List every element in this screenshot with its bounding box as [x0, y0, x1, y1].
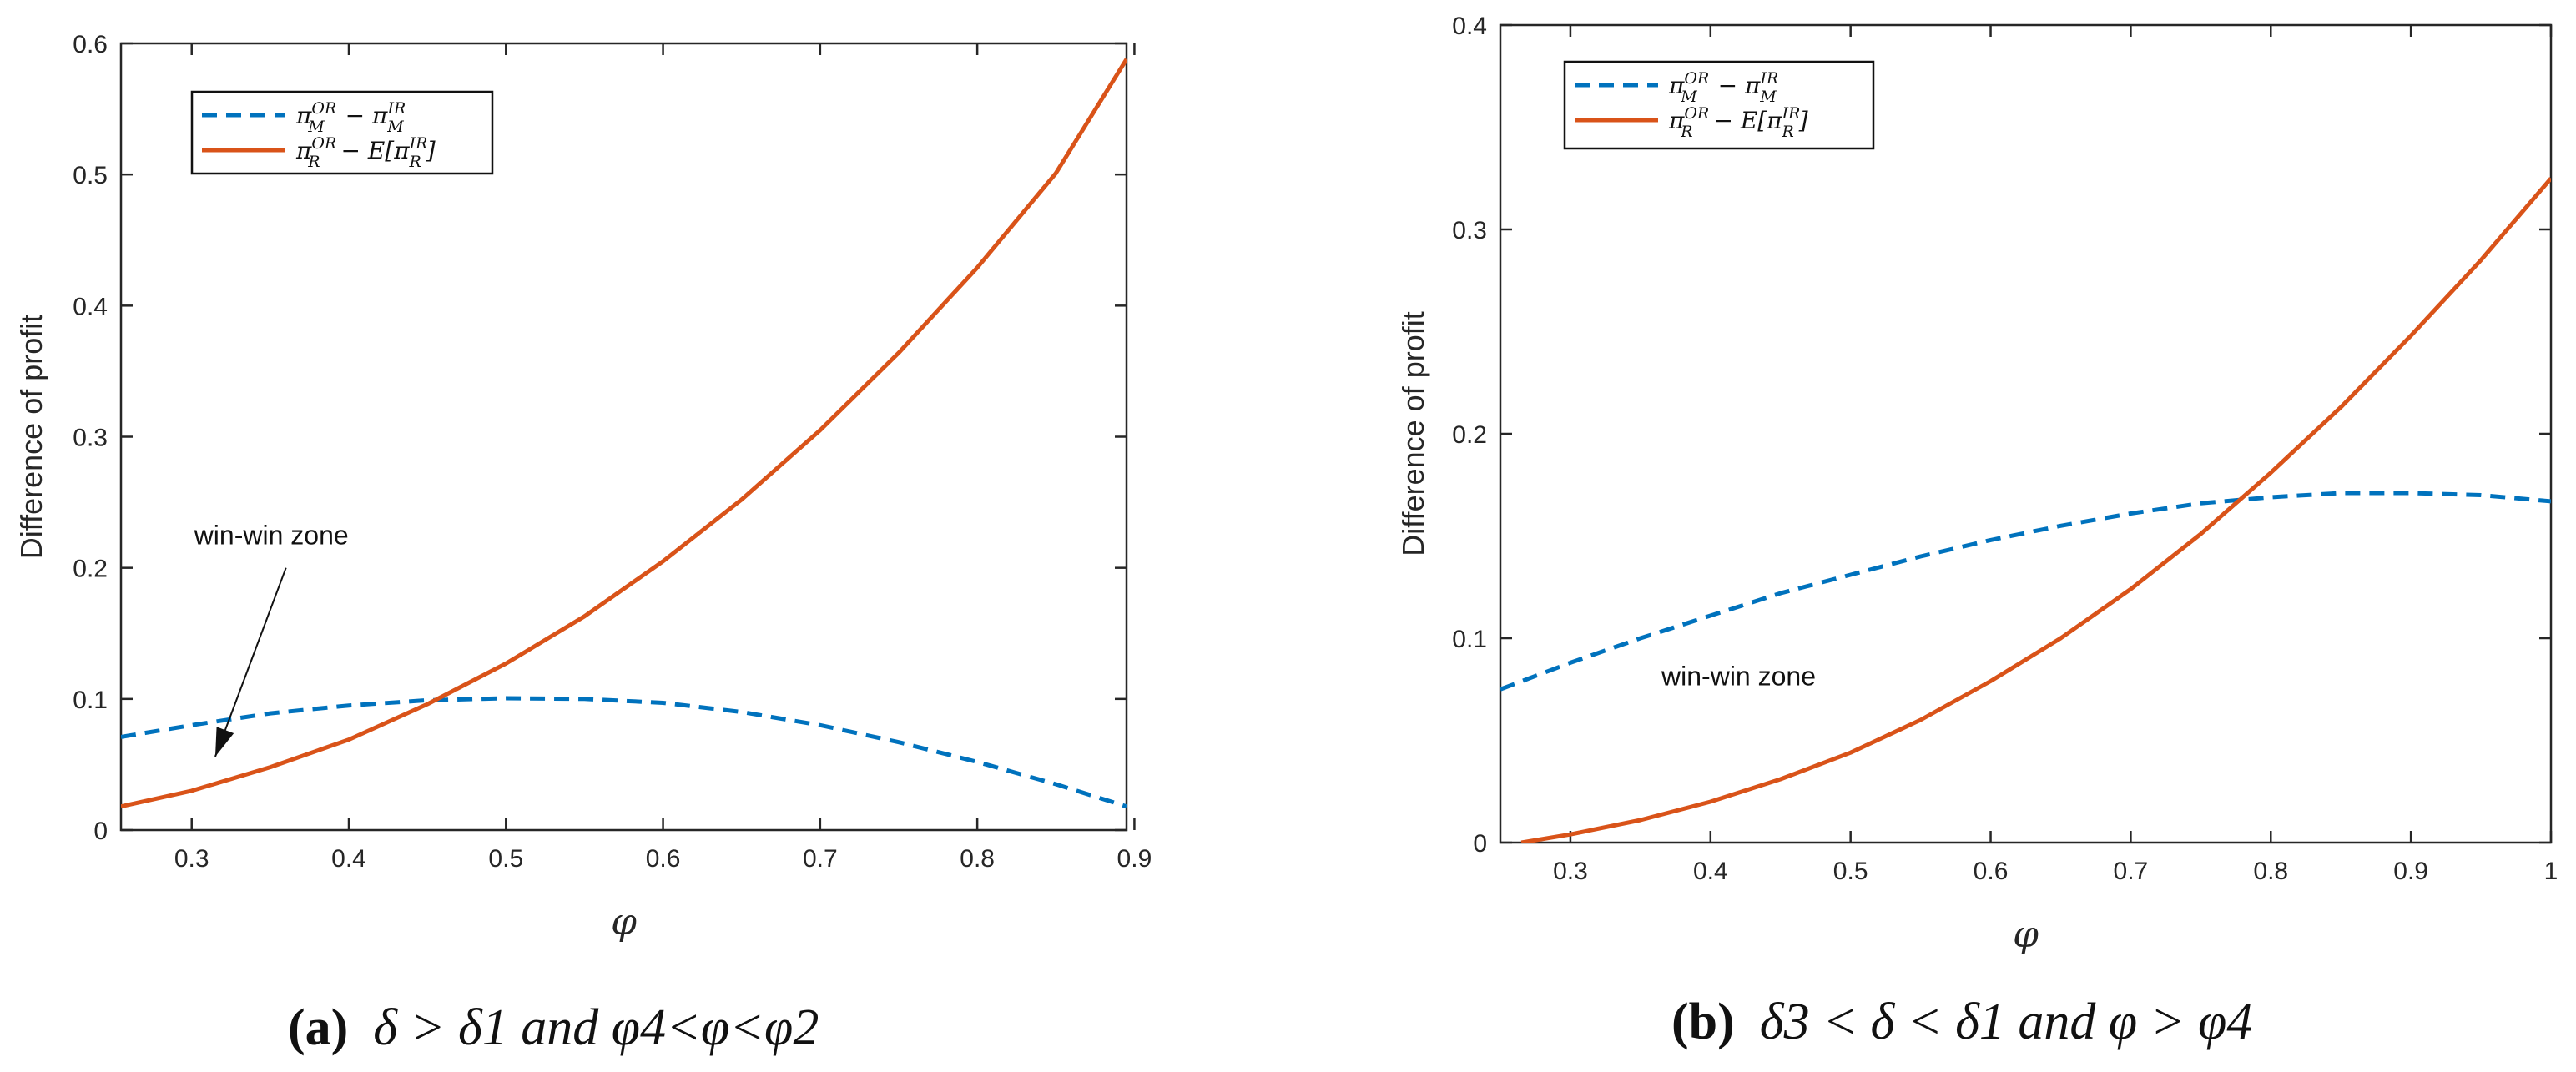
x-tick-label: 0.8	[2253, 858, 2288, 885]
legend-box	[1563, 60, 1875, 150]
x-tick-label: 0.4	[331, 845, 366, 873]
series-line-manufacturer	[1500, 491, 2551, 692]
y-axis-label: Difference of profit	[14, 315, 48, 559]
y-tick-label: 0.6	[73, 31, 108, 58]
legend-entry: πOR M − πIR M	[295, 99, 406, 136]
x-tick-label: 1	[2544, 858, 2558, 885]
x-tick-label: 0.5	[1833, 858, 1868, 885]
x-tick-label: 0.3	[174, 845, 209, 873]
y-tick-label: 0.3	[73, 425, 108, 452]
annotation-label: win-win zone	[1661, 661, 1816, 691]
x-axis-label: φ	[611, 901, 637, 944]
annotation-arrow	[214, 567, 287, 757]
figure-caption: (b) δ3 < δ < δ1 and φ > φ4	[1671, 994, 2252, 1050]
series-line-retailer	[121, 58, 1127, 809]
series-line-manufacturer	[121, 696, 1127, 809]
chart-panel-a: 0.3 0.4 0.5 0.6 0.7 0.8 0.9 0 0.1 0.2 0.3 0.4 0.5 0.6…	[14, 31, 1152, 1056]
legend-entry: πOR M − πIR M	[1668, 69, 1778, 106]
x-tick-label: 0.7	[2114, 858, 2149, 885]
x-axis-label: φ	[2013, 913, 2039, 956]
y-tick-label: 0.2	[1452, 421, 1487, 449]
y-axis-label: Difference of profit	[1396, 311, 1430, 556]
y-tick-label: 0.5	[73, 162, 108, 189]
y-tick-label: 0.1	[1452, 626, 1487, 653]
series-line-retailer	[1520, 177, 2551, 843]
x-tick-label: 0.9	[2393, 858, 2428, 885]
y-tick-label: 0.4	[73, 293, 108, 320]
figure-caption: (a) δ > δ1 and φ4<φ<φ2	[288, 999, 819, 1056]
legend-box	[190, 90, 494, 175]
x-tick-label: 0.6	[1974, 858, 2009, 885]
x-tick-label: 0.6	[646, 845, 681, 873]
x-tick-label: 0.3	[1553, 858, 1588, 885]
arrow-head-icon	[214, 727, 234, 757]
x-tick-label: 0.8	[960, 845, 995, 873]
legend-entry: πOR R − E[πIR R]	[1668, 104, 1808, 141]
x-tick-label: 0.5	[488, 845, 523, 873]
x-tick-label: 0.7	[803, 845, 838, 873]
y-tick-label: 0.3	[1452, 217, 1487, 244]
x-tick-label: 0.4	[1693, 858, 1728, 885]
y-tick-label: 0	[1473, 830, 1487, 858]
chart-panel-b: 0.3 0.4 0.5 0.6 0.7 0.8 0.9 1 0 0.1 0.2 0.3 0.4 Diffe…	[1396, 13, 2558, 1050]
x-tick-label: 0.9	[1117, 845, 1152, 873]
plot-area	[1499, 23, 2553, 844]
y-tick-label: 0.4	[1452, 13, 1487, 40]
y-tick-label: 0	[93, 818, 108, 845]
legend-entry: πOR R − E[πIR R]	[295, 134, 436, 171]
annotation-label: win-win zone	[194, 521, 349, 551]
y-tick-label: 0.1	[73, 687, 108, 714]
y-tick-label: 0.2	[73, 556, 108, 583]
